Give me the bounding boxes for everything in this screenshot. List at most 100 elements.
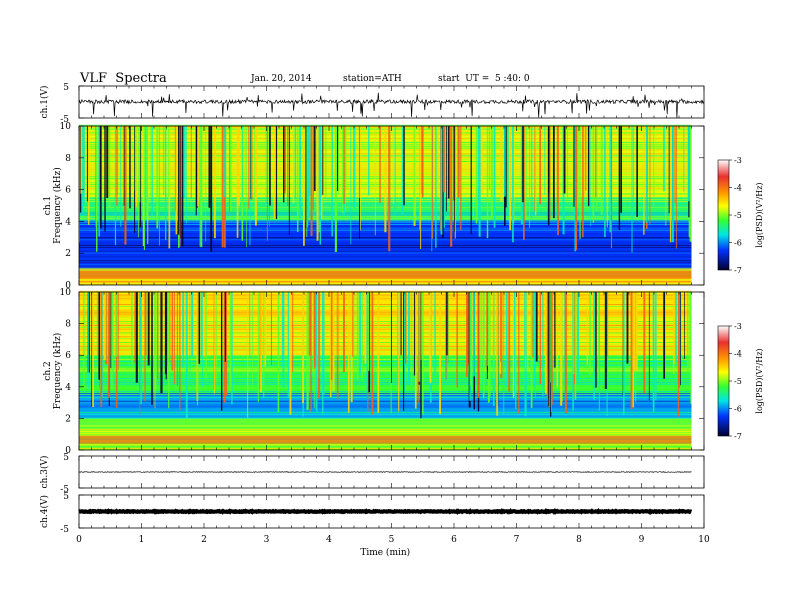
ch1-spectrogram-streak [547,126,549,202]
ch1-spectrogram-stripe [79,254,692,256]
ch2-spectrogram-streak [576,292,580,382]
ch2-spectrogram-stripe [79,321,692,323]
ch1-spectrogram-streak [388,126,391,252]
ch1-spectrogram-streak [236,126,239,238]
ch2-spectrogram-streak [508,292,511,392]
ch2-spectrogram-streak [551,292,553,406]
ch1-spectrogram-streak [168,126,170,198]
ch1-spectrogram-stripe [79,269,692,271]
x-tick-label: 5 [389,535,395,545]
ch1-spectrogram-streak [544,126,546,195]
ch2-spectrogram-streak [308,292,311,356]
ch1-spectrogram-streak [453,126,456,232]
ch1-spectrogram-streak [288,126,290,235]
ch2-spectrogram-streak [689,292,691,366]
ch2-spectrogram-streak [277,292,280,413]
ch1-spectrogram-streak [82,126,85,203]
ch1-spectrogram-streak [342,126,344,214]
ch1-spectrogram-streak [583,126,586,197]
ch2-spectrogram-stripe [79,393,692,395]
ch1-spectrogram-streak [529,126,530,228]
ch2-spectrogram-blank [691,292,704,450]
ch1-spectrogram-streak [168,126,171,249]
ch1-spectrogram-streak [99,126,102,229]
y-tick-label: 4 [65,217,71,227]
ch1-spectrogram-streak [149,126,151,199]
ch1-spectrogram-streak [96,126,98,252]
ch1-spectrogram-streak [472,126,474,216]
ch1-spectrogram-streak [596,126,598,212]
ch1-spectrogram-streak [306,126,309,228]
ch1-spectrogram-streak [562,126,565,235]
ch2-spectrogram-stripe [79,345,692,347]
ch2-spectrogram-streak [168,292,170,409]
ch1-spectrogram-streak [313,126,316,192]
ch2-spectrogram-streak [367,292,370,372]
ch1-spectrogram-stripe [79,267,692,269]
ch1-spectrogram-streak [248,126,250,209]
ch1-spectrogram-streak [338,126,339,194]
colorbar-label: log(PSD)(V²/Hz) [755,348,764,413]
ch2-spectrogram-streak [687,292,689,373]
ch2-spectrogram-streak [512,292,515,399]
ch2-spectrogram-streak [643,292,646,394]
ch2-spectrogram-streak [456,292,458,388]
ch2-spectrogram-streak [259,292,261,389]
ch1-spectrogram-streak [442,126,445,193]
ch1-spectrogram-streak [104,126,106,232]
ch2-spectrogram-streak [564,292,566,382]
y-tick-label: 10 [60,288,72,298]
ch2-spectrogram-streak [88,292,89,390]
ch1-spectrogram-streak [512,126,514,243]
ch1-spectrogram-streak [195,126,198,208]
ch2-spectrogram-streak [104,292,106,361]
ch1-spectrogram-streak [88,126,90,225]
ch2-spectrogram-streak [518,292,520,414]
ch2-spectrogram-stripe [79,357,692,359]
ch1-spectrogram-streak [490,126,493,220]
channel-label: ch.1 [43,196,53,215]
ch2-spectrogram-streak [398,292,400,412]
ch1-spectrogram-streak [249,126,251,246]
ch2-spectrogram-streak [179,292,181,411]
ch2-spectrogram-streak [400,292,402,356]
ch1-spectrogram-streak [523,126,525,240]
ch1-spectrogram-streak [310,126,313,237]
ch1-spectrogram-streak [566,126,569,202]
ch1-spectrogram-streak [273,126,275,219]
ch1-spectrogram-streak [452,126,454,210]
y-tick-label: 10 [60,122,72,132]
y-tick-label: 4 [65,383,71,393]
ch2-spectrogram-streak [352,292,354,357]
ch1-spectrogram-streak [106,126,109,198]
ch2-spectrogram-stripe [79,417,692,419]
y-tick-label: 0 [65,446,71,456]
ch2-spectrogram-stripe [79,446,692,448]
x-tick-label: 8 [576,535,582,545]
ch1-spectrogram-streak [325,126,327,199]
ch1-spectrogram-streak [445,126,447,212]
y-tick-label: 2 [65,414,71,424]
ch2-spectrogram-streak [220,292,223,411]
ch1-spectrogram-streak [190,126,192,198]
ch1-spectrogram-streak [374,126,376,236]
y-tick-label: 6 [65,186,71,196]
ch1-spectrogram-streak [224,126,227,198]
ch1-spectrogram-streak [440,126,443,235]
ch2-spectrogram-streak [527,292,529,371]
ch2-spectrogram-streak [595,292,597,388]
ch1-spectrogram-streak [229,126,232,212]
ch1-spectrogram-streak [221,126,224,248]
ch1-spectrogram-streak [368,126,370,196]
ch2-spectrogram-streak [674,292,676,364]
ch1-spectrogram-streak [646,126,648,223]
ch2-spectrogram-streak [83,292,85,388]
ch2-spectrogram-streak [323,292,325,394]
ch2-spectrogram-streak [391,292,392,384]
ch2-spectrogram-streak [310,292,312,412]
ch2-spectrogram-streak [182,292,185,368]
ch2-spectrogram-streak [366,292,369,392]
ch1-spectrogram-streak [606,126,608,228]
ch1-spectrogram-streak [81,126,84,213]
ch2-spectrogram-streak [257,292,259,402]
